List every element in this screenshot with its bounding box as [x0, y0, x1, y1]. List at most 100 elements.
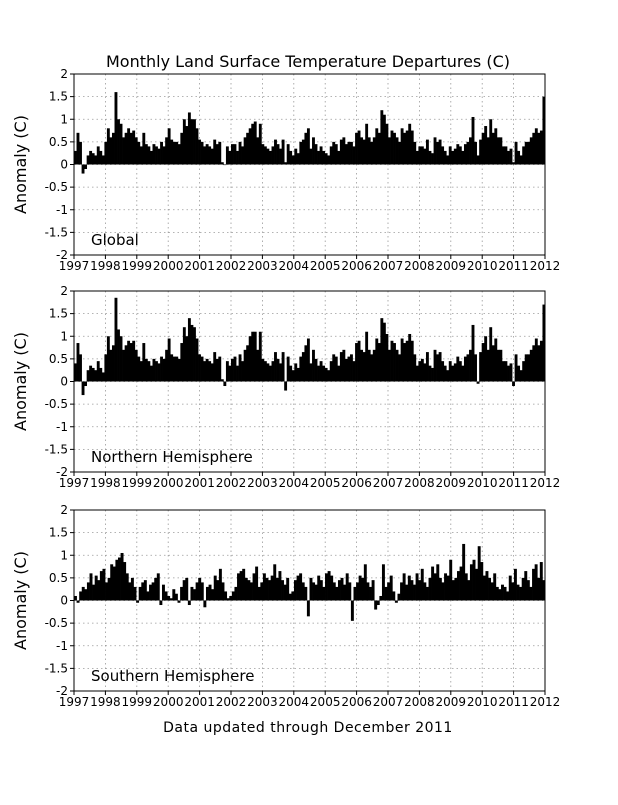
bar	[390, 340, 394, 382]
bar	[76, 343, 80, 382]
bar	[271, 361, 275, 382]
bar	[248, 128, 252, 165]
bar	[231, 591, 235, 601]
bar	[337, 150, 341, 165]
bar	[215, 144, 219, 165]
bar	[342, 137, 346, 165]
bar	[393, 343, 396, 382]
bar	[164, 591, 168, 601]
bar	[110, 564, 114, 601]
bar	[130, 577, 134, 601]
bar	[288, 593, 292, 601]
x-tick-label: 1999	[122, 695, 153, 709]
bar	[527, 141, 531, 165]
bar	[516, 584, 520, 601]
bar	[329, 146, 333, 165]
bar	[180, 132, 184, 165]
bar	[458, 146, 462, 165]
bar	[356, 582, 360, 601]
data-updated-note: Data updated through December 2011	[163, 720, 453, 736]
bar	[517, 150, 521, 165]
bar	[456, 144, 460, 165]
bar	[226, 598, 230, 601]
bar	[496, 137, 500, 165]
bar	[200, 582, 204, 601]
bar	[81, 586, 85, 601]
bar	[501, 361, 505, 382]
bar	[365, 123, 369, 165]
bar	[413, 141, 417, 165]
bar	[92, 584, 96, 601]
bar	[236, 150, 239, 165]
bar	[433, 573, 437, 601]
bar	[461, 365, 465, 382]
x-tick-label: 1997	[59, 476, 90, 490]
bar	[337, 365, 341, 382]
bar	[415, 150, 419, 165]
y-tick-label: -0.5	[45, 397, 68, 411]
bar	[537, 132, 541, 165]
bar	[527, 354, 531, 382]
bar	[223, 164, 227, 166]
bar	[119, 123, 123, 165]
bar	[508, 575, 512, 601]
bar	[185, 577, 189, 601]
bar	[312, 137, 315, 165]
x-tick-label: 2001	[184, 259, 215, 273]
bar	[169, 598, 173, 601]
bar	[242, 568, 246, 601]
bar	[312, 582, 316, 601]
bar	[322, 586, 326, 601]
y-axis-label: Anomaly (C)	[11, 332, 30, 431]
bar	[124, 132, 128, 165]
bar	[443, 365, 447, 382]
bar	[193, 589, 196, 601]
bar	[258, 123, 262, 165]
bar	[144, 358, 148, 382]
bar	[324, 367, 328, 382]
bar	[251, 331, 255, 382]
bar	[244, 577, 248, 601]
bar	[146, 591, 150, 601]
y-tick-label: -2	[56, 465, 68, 479]
bar	[241, 146, 245, 165]
bar	[397, 593, 401, 601]
bar	[228, 365, 232, 382]
bar	[537, 345, 541, 382]
bar	[345, 573, 349, 601]
bar	[246, 132, 250, 165]
bar	[480, 562, 484, 601]
bar	[467, 580, 471, 601]
bar	[117, 119, 120, 165]
bar	[539, 562, 543, 601]
bar	[392, 591, 396, 601]
bar	[509, 148, 513, 165]
bar	[291, 370, 295, 382]
bar	[425, 586, 429, 601]
bar	[172, 356, 176, 382]
bar	[74, 150, 77, 165]
bar	[353, 586, 357, 601]
bar	[479, 352, 483, 382]
bar	[117, 557, 121, 601]
bar	[306, 338, 310, 382]
bar	[393, 132, 396, 165]
bar	[155, 146, 158, 165]
bar	[471, 116, 475, 165]
y-tick-label: 0.5	[49, 135, 68, 149]
bar	[157, 148, 161, 165]
bar	[377, 132, 381, 165]
bar	[425, 352, 429, 382]
bar	[390, 130, 394, 165]
y-tick-label: -2	[56, 684, 68, 698]
bar	[270, 575, 274, 601]
bar	[151, 582, 155, 601]
bar	[526, 580, 530, 601]
bar	[205, 144, 209, 165]
bar	[275, 577, 279, 601]
bar	[296, 153, 300, 165]
bar	[132, 130, 136, 165]
bar	[262, 573, 266, 601]
